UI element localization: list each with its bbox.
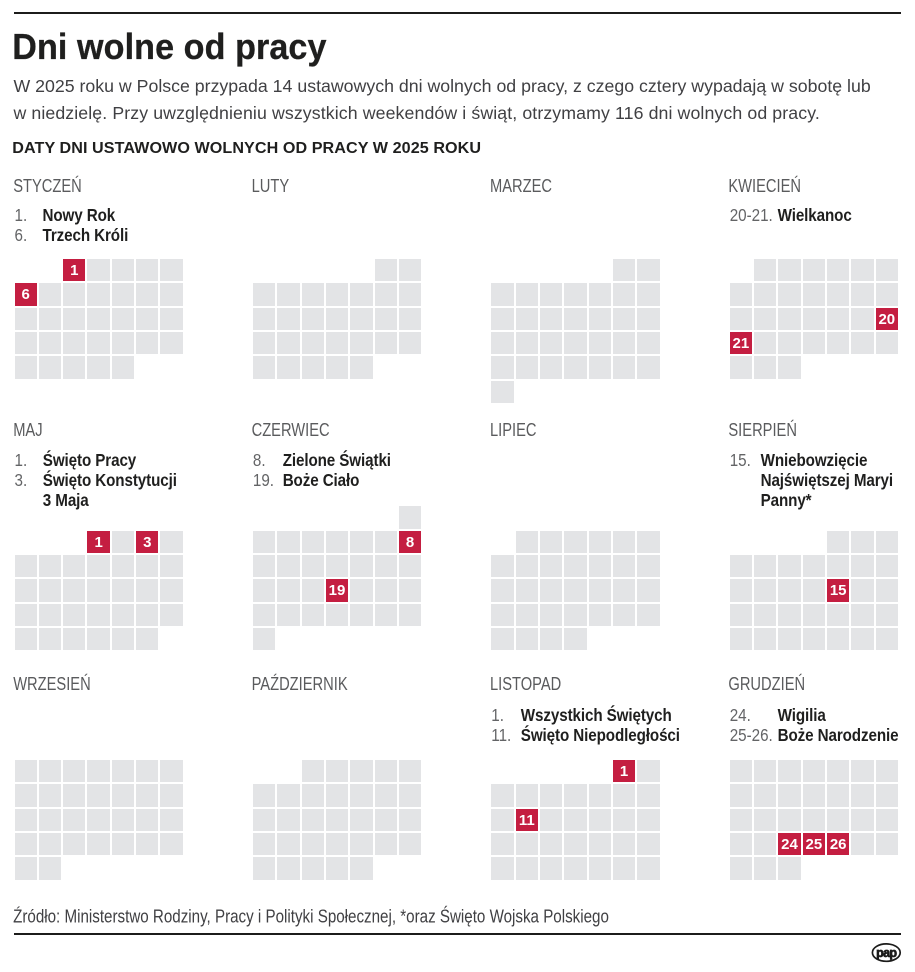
svg-text:pap: pap — [876, 946, 897, 960]
